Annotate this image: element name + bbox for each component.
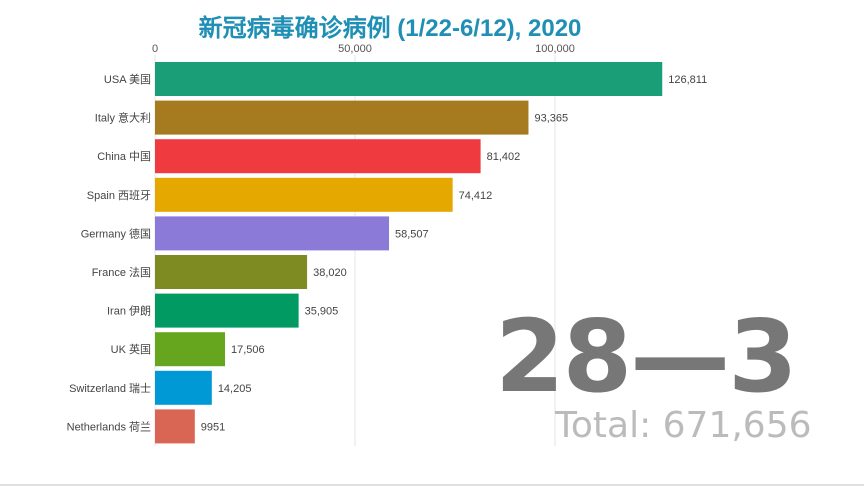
bar: [155, 216, 390, 251]
value-label: 126,811: [668, 74, 707, 86]
bar: [155, 332, 226, 367]
bar: [155, 409, 195, 444]
chart-title: 新冠病毒确诊病例 (1/22-6/12), 2020: [198, 15, 582, 42]
total-label: Total: 671,656: [555, 405, 812, 446]
category-label: USA 美国: [104, 73, 151, 86]
category-label: Switzerland 瑞士: [69, 381, 151, 395]
divider: [0, 484, 864, 486]
value-label: 93,365: [534, 113, 568, 125]
value-label: 38,020: [313, 267, 347, 279]
bar: [155, 100, 529, 135]
value-label: 74,412: [459, 190, 493, 202]
category-label: Netherlands 荷兰: [67, 420, 151, 433]
x-tick-label: 100,000: [535, 43, 575, 55]
category-label: Germany 德国: [81, 226, 151, 240]
value-label: 35,905: [305, 306, 339, 318]
bar: [155, 255, 308, 289]
category-label: China 中国: [97, 150, 151, 163]
category-label: France 法国: [92, 265, 151, 279]
category-label: Italy 意大利: [95, 111, 151, 125]
category-label: Iran 伊朗: [107, 305, 151, 318]
date-label: 28—3: [495, 298, 798, 415]
value-label: 9951: [201, 421, 225, 433]
category-label: UK 英国: [111, 342, 151, 356]
value-label: 17,506: [231, 344, 265, 356]
category-label: Spain 西班牙: [87, 189, 151, 202]
value-label: 14,205: [218, 383, 252, 395]
bar: [155, 370, 212, 405]
bar: [155, 62, 663, 96]
bar: [155, 293, 299, 328]
x-tick-label: 0: [152, 43, 158, 55]
value-label: 81,402: [487, 151, 521, 163]
bar: [155, 139, 481, 174]
bar: [155, 177, 453, 212]
value-label: 58,507: [395, 228, 429, 240]
x-tick-label: 50,000: [338, 43, 372, 55]
